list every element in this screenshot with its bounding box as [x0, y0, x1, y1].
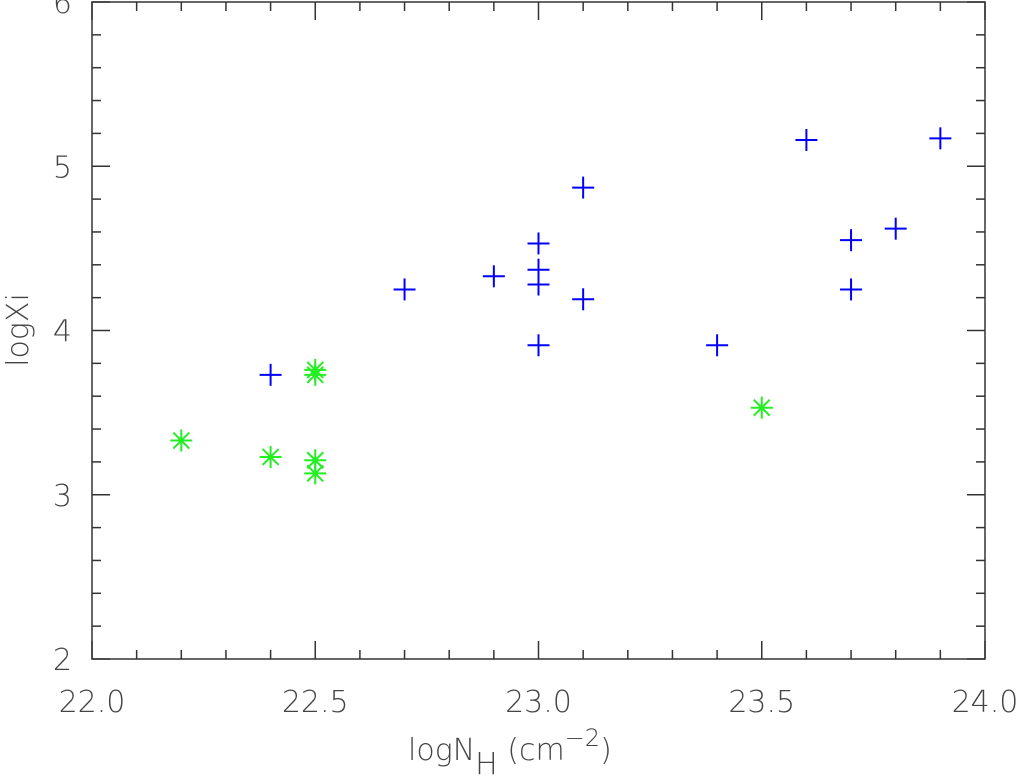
asterisk-marker — [304, 462, 327, 485]
plus-marker — [527, 334, 550, 357]
x-tick-label: 22.0 — [59, 685, 126, 720]
plus-marker — [572, 288, 595, 311]
plus-marker — [527, 273, 550, 296]
y-tick-label: 4 — [53, 315, 72, 350]
axis-ticks — [91, 1, 986, 660]
x-axis-title: logNH (cm−2) — [408, 724, 612, 776]
marker-stroke — [172, 431, 191, 450]
tick-labels: 22.0 22.5 23.0 23.5 24.0 2 3 4 5 6 — [53, 0, 1018, 720]
asterisk-marker — [750, 396, 773, 419]
y-axis-title: logXi — [1, 293, 36, 367]
plus-marker — [884, 217, 907, 240]
plus-marker — [482, 265, 505, 288]
marker-stroke — [261, 448, 280, 466]
y-tick-label: 3 — [53, 479, 72, 514]
plus-marker — [929, 127, 952, 150]
asterisk-marker — [259, 445, 282, 468]
x-tick-label: 24.0 — [952, 685, 1019, 720]
y-tick-label: 2 — [53, 643, 72, 678]
plus-marker — [706, 334, 729, 357]
asterisk-marker — [304, 363, 327, 386]
data-points — [170, 127, 952, 485]
plus-marker — [840, 278, 863, 301]
plus-marker — [572, 176, 595, 199]
plus-marker — [840, 229, 863, 252]
plus-marker — [259, 363, 282, 386]
asterisk-marker — [170, 429, 193, 452]
marker-stroke — [306, 464, 324, 483]
x-tick-label: 23.0 — [505, 685, 572, 720]
plus-marker — [795, 128, 818, 151]
plus-marker — [393, 278, 416, 301]
marker-stroke — [753, 398, 771, 417]
marker-stroke — [306, 451, 324, 469]
plus-marker — [527, 232, 550, 255]
plot-frame — [91, 1, 986, 660]
marker-stroke — [306, 366, 324, 384]
x-tick-label: 23.5 — [728, 685, 795, 720]
y-tick-label: 6 — [53, 0, 72, 21]
x-tick-label: 22.5 — [282, 685, 349, 720]
y-tick-label: 5 — [53, 150, 72, 185]
